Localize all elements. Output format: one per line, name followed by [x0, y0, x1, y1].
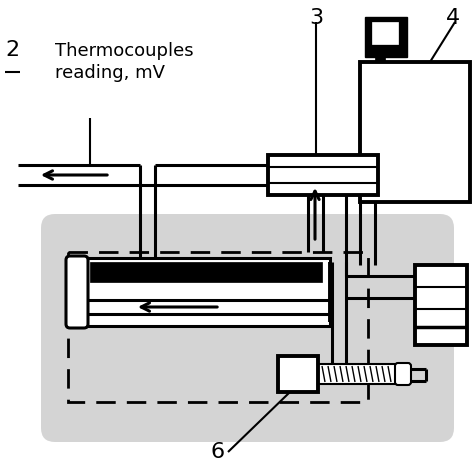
Bar [318, 364, 398, 384]
Bar [268, 155, 378, 195]
FancyBboxPatch shape [41, 214, 454, 442]
Text: 2: 2 [5, 40, 19, 60]
Bar [365, 17, 407, 57]
Text: 3: 3 [309, 8, 323, 28]
FancyBboxPatch shape [66, 256, 88, 328]
Text: Thermocouples
reading, mV: Thermocouples reading, mV [55, 42, 193, 82]
FancyBboxPatch shape [395, 363, 411, 385]
Bar [415, 265, 467, 345]
Bar [375, 57, 385, 62]
Text: 6: 6 [211, 442, 225, 462]
Bar [82, 258, 330, 326]
Bar [372, 22, 398, 44]
Bar [68, 252, 368, 402]
Bar [278, 356, 318, 392]
Bar [360, 62, 470, 202]
Text: 4: 4 [446, 8, 460, 28]
Bar [90, 262, 322, 282]
